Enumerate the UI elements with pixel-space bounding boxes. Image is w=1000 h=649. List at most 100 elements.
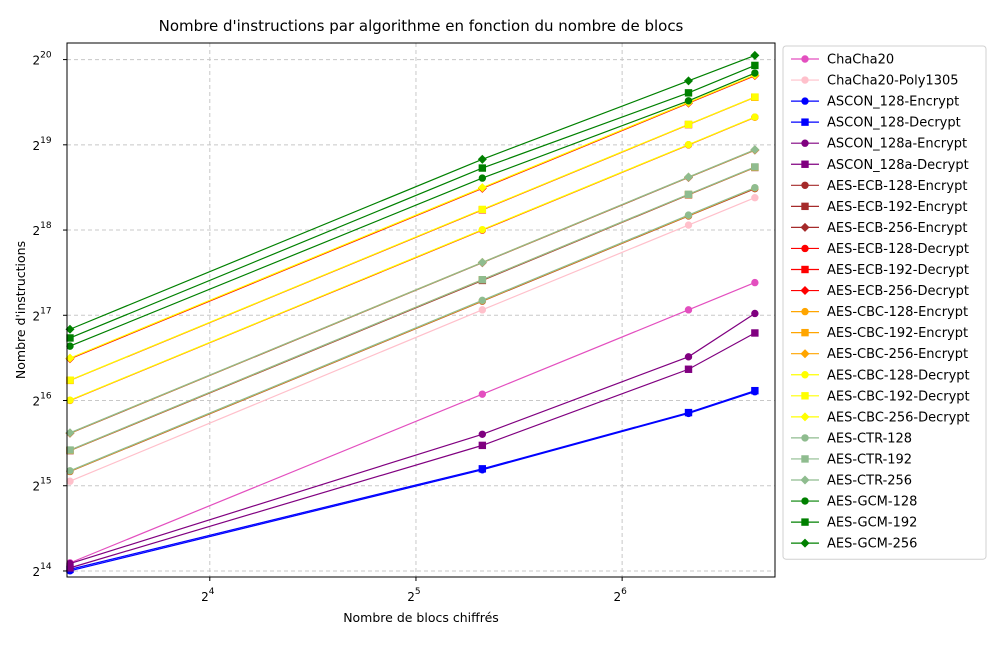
legend-marker [801, 265, 809, 274]
legend-marker [801, 244, 809, 253]
series-line [69, 197, 756, 482]
data-point [66, 396, 74, 404]
data-point [66, 564, 74, 572]
data-point [478, 441, 487, 450]
data-point [684, 221, 693, 229]
legend-label: AES-GCM-128 [827, 495, 917, 510]
legend-marker [800, 412, 810, 422]
legend-label: AES-CTR-128 [827, 431, 912, 446]
legend-item: AES-ECB-128-Encrypt [791, 179, 967, 194]
plot-frame [66, 42, 776, 578]
data-point [66, 477, 74, 485]
legend-label: AES-ECB-128-Decrypt [827, 242, 969, 257]
legend-marker [801, 434, 809, 442]
legend-label: ASCON_128-Decrypt [827, 116, 961, 131]
legend-item: AES-GCM-256 [791, 537, 917, 552]
legend-marker [801, 55, 809, 63]
series-line [69, 64, 756, 339]
y-axis-label: Nombre d'instructions [13, 241, 28, 379]
series-layer [65, 50, 760, 575]
legend-label: AES-CBC-128-Decrypt [827, 368, 970, 383]
data-point [478, 430, 487, 438]
series-line [69, 96, 756, 381]
series-line [69, 74, 756, 359]
data-point [478, 174, 487, 182]
series-chacha20-poly1305 [66, 194, 759, 485]
legend-marker [801, 497, 809, 505]
legend-label: ChaCha20-Poly1305 [827, 74, 959, 89]
series-line [69, 116, 756, 401]
data-point [751, 93, 759, 101]
legend-label: AES-GCM-256 [827, 537, 917, 552]
series-aes-gcm-256 [65, 50, 760, 334]
legend-marker [801, 392, 809, 400]
legend-item: AES-GCM-192 [791, 516, 917, 531]
series-aes-gcm-192 [66, 61, 759, 342]
series-line [69, 312, 756, 565]
series-line [69, 390, 756, 570]
legend-item: ASCON_128-Decrypt [791, 116, 961, 131]
legend-label: AES-ECB-256-Encrypt [827, 221, 967, 236]
series-aes-ctr-256 [65, 145, 760, 438]
data-point [478, 465, 487, 473]
series-aes-gcm-128 [66, 69, 759, 350]
data-point [66, 467, 74, 475]
legend-label: AES-CBC-256-Decrypt [827, 410, 970, 425]
legend-marker [800, 349, 810, 359]
legend-marker [800, 286, 810, 296]
series-line [69, 332, 756, 569]
data-point [684, 140, 693, 149]
x-tick-exponent: 6 [621, 587, 627, 597]
y-tick-exponent: 20 [40, 51, 52, 61]
legend-marker [801, 455, 809, 463]
legend-marker [801, 76, 809, 84]
legend-marker [801, 97, 809, 105]
legend-marker [801, 181, 809, 190]
legend-item: AES-CBC-192-Encrypt [791, 326, 968, 341]
y-tick-exponent: 17 [40, 306, 51, 316]
data-point [478, 276, 487, 284]
data-point [751, 309, 759, 318]
data-point [684, 120, 693, 129]
legend: ChaCha20 ChaCha20-Poly1305 ASCON_128-Encry… [782, 45, 987, 560]
legend-label: ASCON_128-Encrypt [827, 95, 959, 110]
data-point [477, 257, 487, 267]
legend-marker [801, 518, 809, 526]
series-ascon_128a-decrypt [66, 329, 759, 572]
data-point [478, 164, 487, 172]
series-line [69, 54, 756, 330]
legend-item: ASCON_128a-Decrypt [791, 158, 969, 173]
legend-label: AES-CBC-128-Encrypt [827, 305, 968, 320]
series-line [69, 187, 756, 472]
legend-item: AES-ECB-256-Decrypt [791, 284, 969, 299]
legend-item: ASCON_128-Encrypt [791, 95, 959, 110]
data-point [684, 211, 693, 219]
series-line [69, 282, 756, 564]
legend-item: AES-ECB-192-Encrypt [791, 200, 967, 215]
x-tick-exponent: 5 [415, 587, 421, 597]
legend-label: ChaCha20 [827, 53, 894, 68]
data-point [684, 97, 693, 105]
data-point [684, 353, 693, 361]
data-point [477, 154, 487, 164]
data-point [750, 145, 760, 155]
y-tick-exponent: 14 [40, 562, 52, 572]
data-point [684, 365, 693, 373]
data-point [478, 296, 487, 305]
data-point [477, 183, 487, 193]
data-point [684, 89, 693, 97]
data-point [684, 408, 693, 417]
series-aes-ctr-128 [66, 183, 759, 475]
legend-item: AES-CTR-192 [791, 452, 912, 467]
series-line [69, 149, 756, 434]
data-point [66, 446, 74, 454]
data-point [478, 225, 487, 234]
legend-item: AES-ECB-192-Decrypt [791, 263, 969, 278]
legend-item: AES-CBC-128-Encrypt [791, 305, 968, 320]
legend-marker [801, 118, 809, 126]
legend-marker [801, 371, 809, 379]
legend-label: AES-ECB-256-Decrypt [827, 284, 969, 299]
series-line [69, 166, 756, 451]
data-point [751, 386, 759, 395]
